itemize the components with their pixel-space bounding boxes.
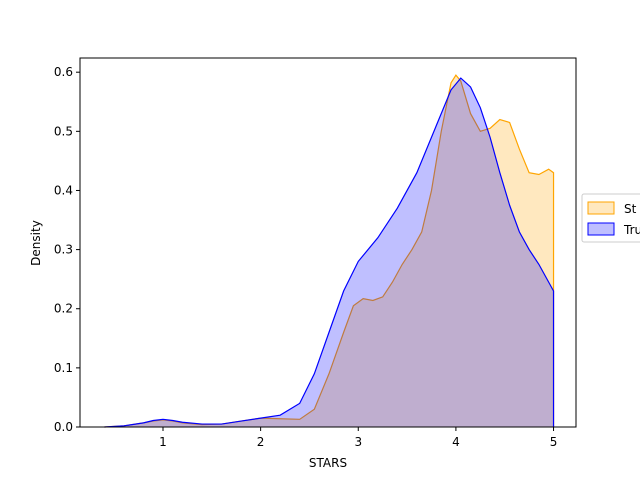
y-tick-label: 0.5 <box>54 124 73 138</box>
y-tick-label: 0.1 <box>54 361 73 375</box>
legend: St Tru <box>581 193 640 243</box>
y-tick-label: 0.3 <box>54 243 73 257</box>
series-area-0 <box>104 75 554 428</box>
series-area-1 <box>104 78 554 428</box>
legend-label-1: Tru <box>623 223 640 237</box>
y-tick-label: 0.6 <box>54 65 73 79</box>
y-axis-label: Density <box>29 220 43 266</box>
legend-label-0: St <box>624 202 637 216</box>
y-tick-label: 0.0 <box>54 420 73 434</box>
x-tick-label: 4 <box>452 435 460 449</box>
legend-swatch-0 <box>587 201 615 215</box>
legend-swatch-1 <box>587 222 615 236</box>
x-tick-label: 2 <box>257 435 265 449</box>
series-layer <box>104 74 555 428</box>
x-tick-label: 5 <box>550 435 558 449</box>
plot-frame <box>79 57 577 428</box>
series-line-1 <box>104 77 555 428</box>
x-tick-label: 3 <box>354 435 362 449</box>
x-axis-label: STARS <box>309 456 347 470</box>
y-tick-label: 0.2 <box>54 302 73 316</box>
legend-box <box>581 193 640 243</box>
x-axis-ticks: 1 2 3 4 5 <box>159 427 557 449</box>
y-axis-ticks: 0.0 0.1 0.2 0.3 0.4 0.5 0.6 <box>54 65 80 434</box>
x-tick-label: 1 <box>159 435 167 449</box>
y-tick-label: 0.4 <box>54 183 73 197</box>
